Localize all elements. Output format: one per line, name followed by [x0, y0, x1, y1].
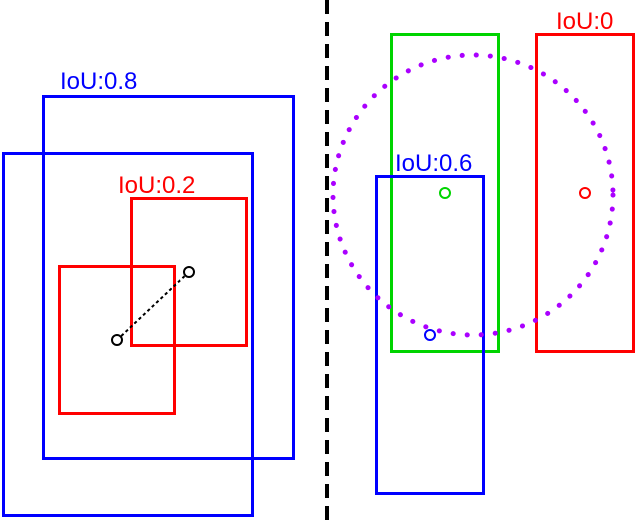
right-blue-center [424, 329, 436, 341]
right-red-iou-label: IoU:0 [556, 8, 613, 36]
left-blue-iou-label: IoU:0.8 [60, 68, 137, 96]
right-green-center [439, 187, 451, 199]
left-center-marker-2 [183, 266, 195, 278]
left-red-iou-label: IoU:0.2 [118, 172, 195, 200]
dotted-circle [323, 45, 623, 345]
right-red-center [579, 187, 591, 199]
diagram-root: IoU:0.8 IoU:0.2 IoU:0.6 IoU:0 [0, 0, 640, 525]
left-center-marker-1 [111, 334, 123, 346]
